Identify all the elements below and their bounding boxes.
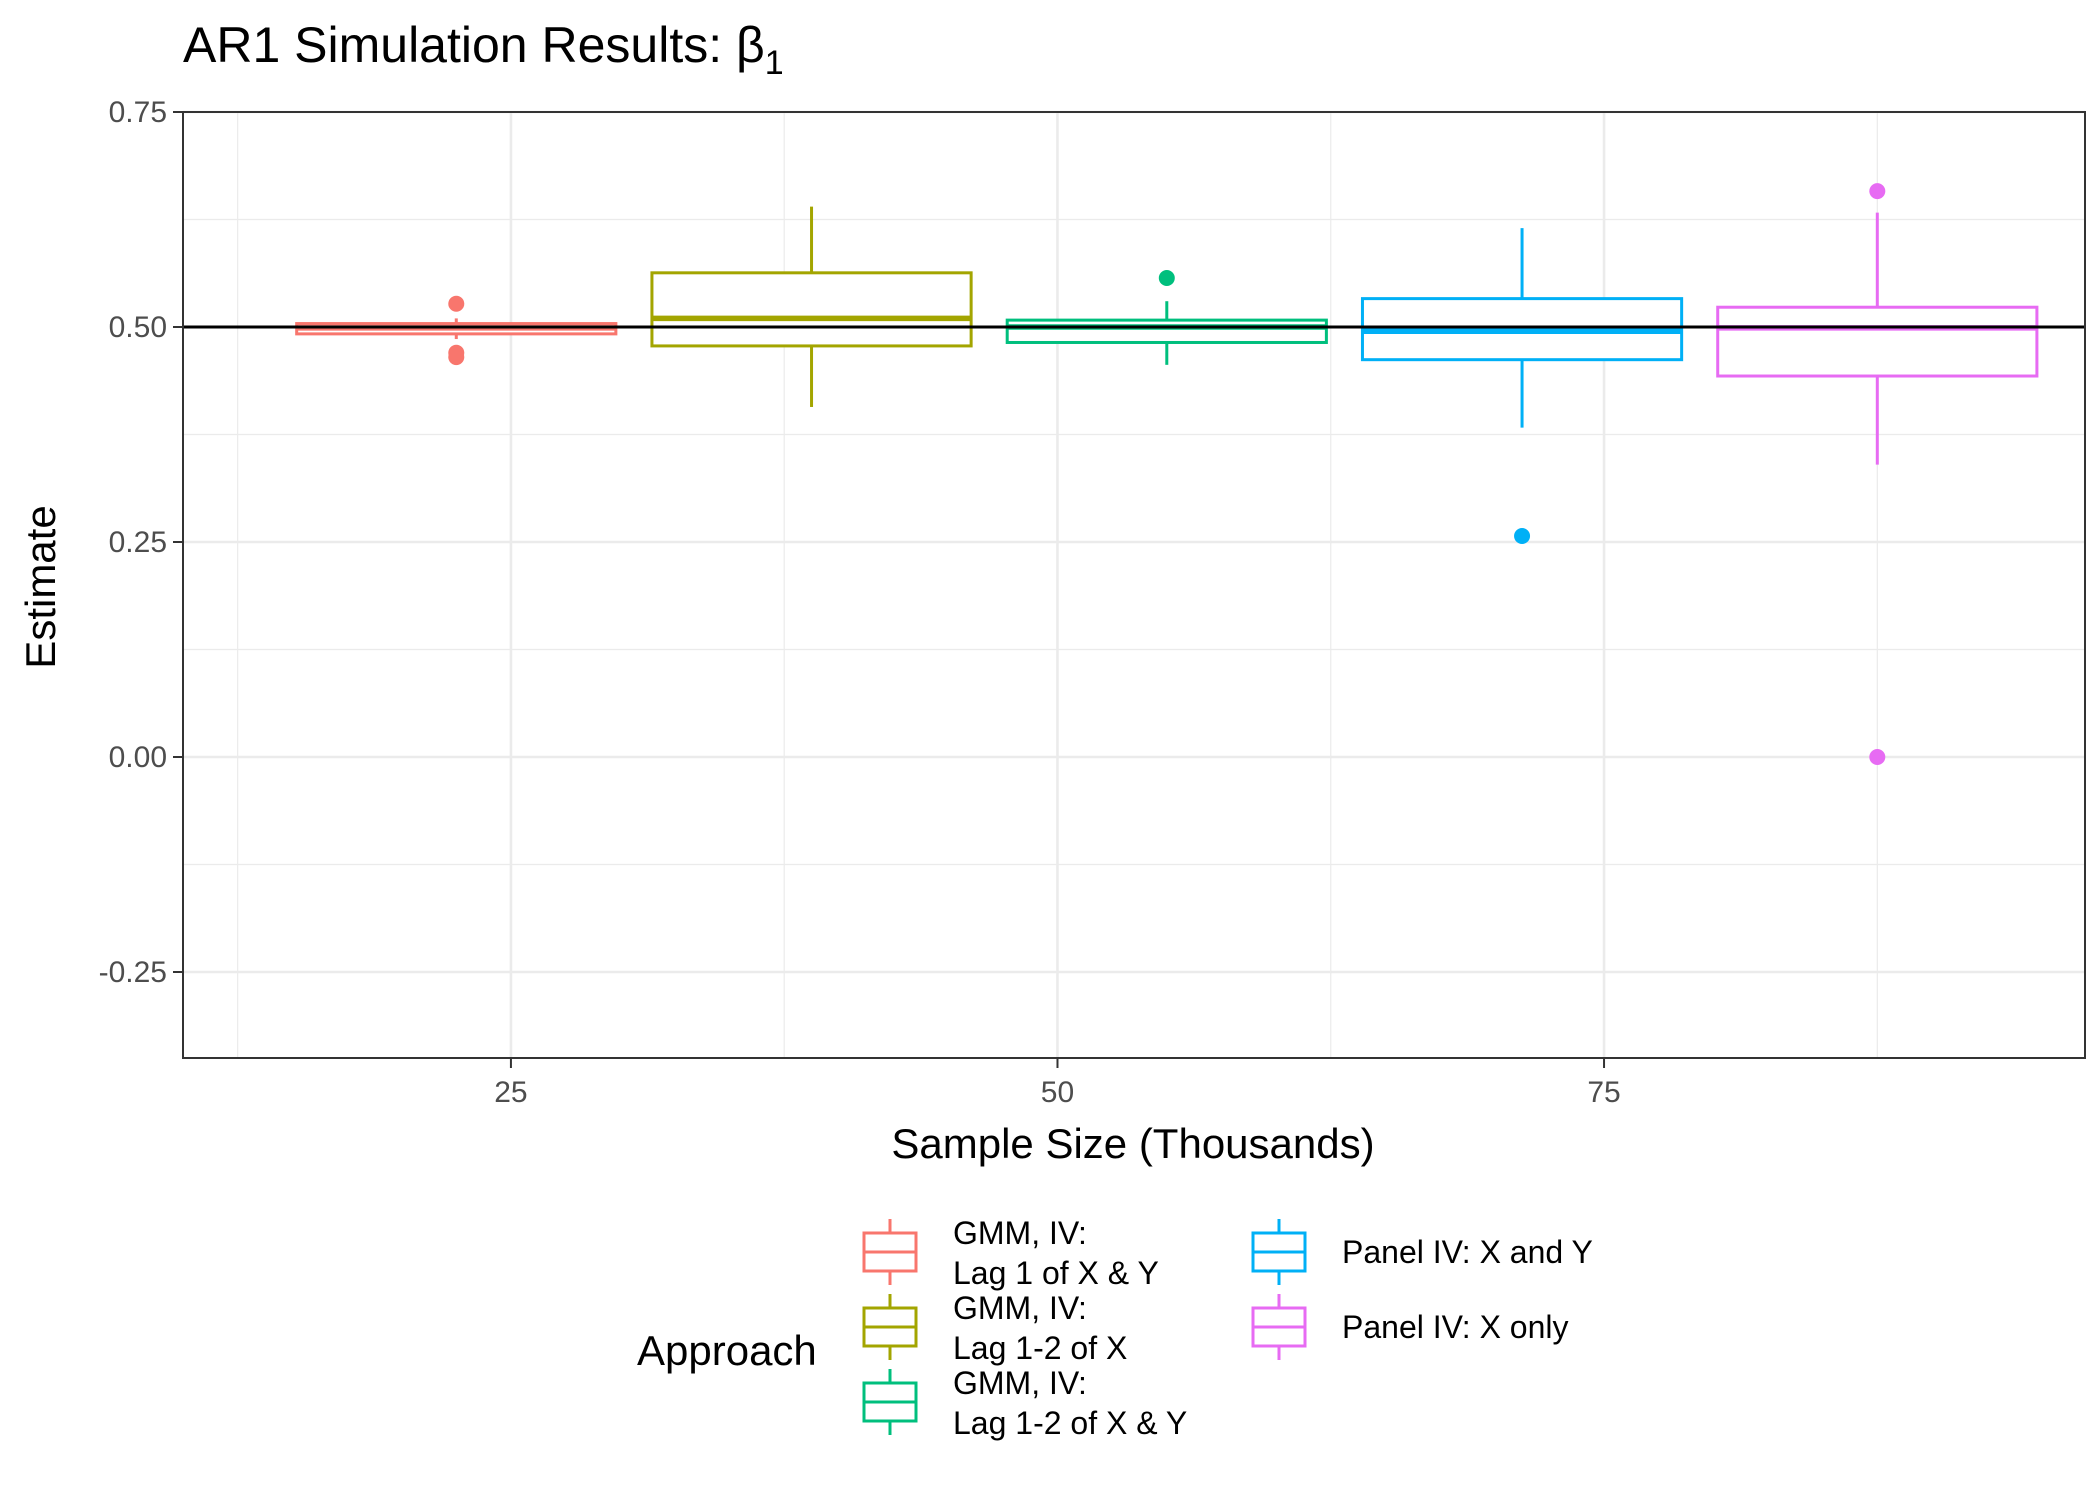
y-axis-title: Estimate <box>17 505 64 668</box>
legend-item: GMM, IV: Lag 1 of X & Y <box>862 1215 1159 1291</box>
outlier-point <box>1869 183 1886 200</box>
legend-item: GMM, IV: Lag 1-2 of X <box>862 1290 1127 1366</box>
box <box>1716 305 2039 378</box>
box <box>1005 318 1328 344</box>
x-axis-title: Sample Size (Thousands) <box>891 1120 1374 1167</box>
legend-label-line: GMM, IV: <box>953 1290 1087 1326</box>
legend-label: GMM, IV: Lag 1-2 of X & Y <box>953 1365 1187 1441</box>
legend-item: Panel IV: X and Y <box>1251 1219 1593 1285</box>
outlier-point <box>1514 527 1531 544</box>
legend-label-line: Lag 1-2 of X & Y <box>953 1405 1187 1441</box>
chart-title-subscript: 1 <box>765 44 784 82</box>
box-group <box>650 206 973 407</box>
chart-title-main: AR1 Simulation Results: β <box>183 17 765 73</box>
legend-label: Panel IV: X only <box>1342 1309 1569 1345</box>
outlier-point <box>1158 269 1175 286</box>
legend-label: Panel IV: X and Y <box>1342 1234 1593 1270</box>
y-tick-label: 0.75 <box>109 96 167 129</box>
y-tick-label: 0.25 <box>109 526 167 559</box>
boxes <box>183 183 2085 765</box>
axes: -0.25 0.00 0.25 0.50 0.75 25 50 75 <box>99 96 1621 1109</box>
x-tick-label: 25 <box>494 1076 527 1109</box>
box-group <box>1005 269 1328 365</box>
legend-label: GMM, IV: Lag 1-2 of X <box>953 1290 1127 1366</box>
y-tick-label: 0.50 <box>109 311 167 344</box>
box-group <box>295 295 618 366</box>
legend-item: Panel IV: X only <box>1251 1294 1569 1360</box>
panel-border <box>182 111 2086 1059</box>
chart-title: AR1 Simulation Results: β1 <box>183 17 784 82</box>
x-tick-label: 75 <box>1587 1076 1620 1109</box>
box <box>650 271 973 348</box>
outlier-point <box>448 349 465 366</box>
box-group <box>1716 183 2039 765</box>
box-group <box>1360 228 1684 544</box>
legend-title: Approach <box>637 1327 817 1374</box>
outlier-point <box>448 295 465 312</box>
legend-label-line: GMM, IV: <box>953 1365 1087 1401</box>
legend-label-line: Lag 1-2 of X <box>953 1330 1127 1366</box>
x-tick-label: 50 <box>1041 1076 1074 1109</box>
y-tick-label: 0.00 <box>109 741 167 774</box>
grid <box>183 110 2085 1058</box>
outlier-point <box>1869 749 1886 765</box>
legend-label: GMM, IV: Lag 1 of X & Y <box>953 1215 1159 1291</box>
legend-label-line: Lag 1 of X & Y <box>953 1255 1159 1291</box>
y-tick-label: -0.25 <box>99 956 167 989</box>
legend-label-line: GMM, IV: <box>953 1215 1087 1251</box>
legend-item: GMM, IV: Lag 1-2 of X & Y <box>862 1365 1187 1441</box>
